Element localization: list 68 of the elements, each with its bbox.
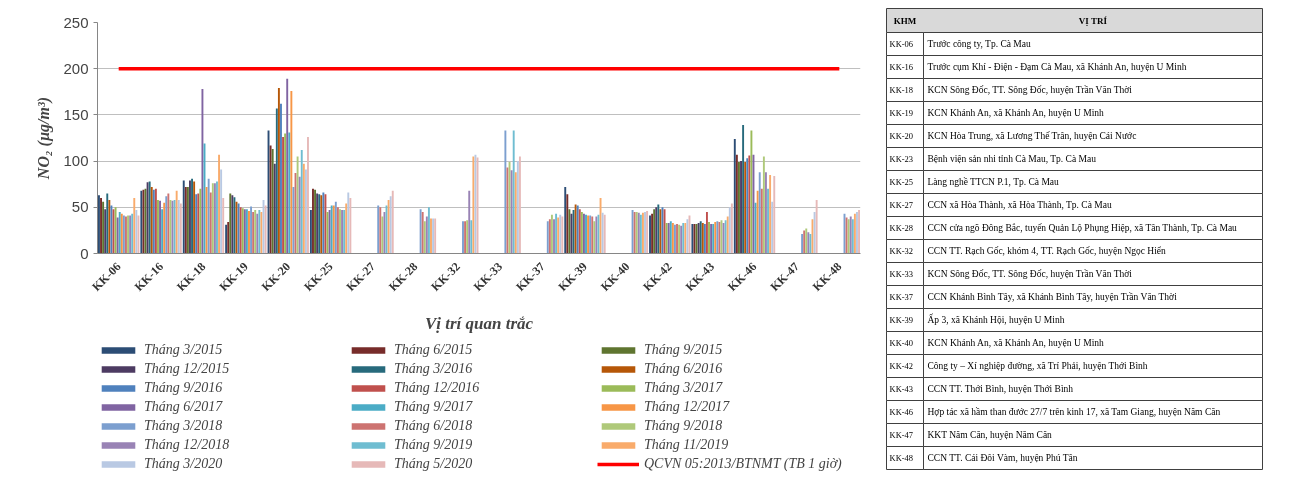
legend-label: Tháng 3/2020 <box>144 454 224 473</box>
category-label: KK-39 <box>889 315 914 325</box>
legend-label: Tháng 3/2017 <box>644 378 724 397</box>
category-label: Công ty – Xí nghiệp đường, xã Trí Phải, huyện Thới Bình <box>927 361 1148 371</box>
category-label: KK-47 <box>889 430 914 440</box>
y-tick-label: 100 <box>63 152 89 170</box>
y-axis-title: NO₂ (µg/m³) <box>35 96 54 181</box>
category-label: KK-46 <box>889 407 914 417</box>
legend-label: Tháng 3/2018 <box>144 416 224 435</box>
category-label: KK-23 <box>889 154 914 164</box>
legend-label: Tháng 3/2016 <box>394 359 474 378</box>
category-label: KK-27 <box>889 200 914 210</box>
category-label: KK-06 <box>889 39 914 49</box>
legend-label: Tháng 12/2015 <box>144 359 231 378</box>
category-label: KHM <box>893 15 917 26</box>
legend-label: Tháng 9/2019 <box>394 435 474 454</box>
category-label: KK-48 <box>889 453 914 463</box>
legend-label: Tháng 5/2020 <box>394 454 474 473</box>
category-label: KK-20 <box>889 131 914 141</box>
category-label: Hợp tác xã hầm than đước 27/7 trên kinh 17, xã Tam Giang, huyện Năm Căn <box>927 407 1221 417</box>
category-label: CCN Khánh Bình Tây, xã Khánh Bình Tây, huyện Trần Văn Thời <box>927 292 1177 302</box>
category-label: CCN cửa ngõ Đông Bắc, tuyến Quản Lộ Phụng Hiệp, xã Tân Thành, Tp. Cà Mau <box>927 223 1237 233</box>
category-label: KK-16 <box>889 62 914 72</box>
category-label: KK-25 <box>889 177 914 187</box>
category-label: Trước cụm Khí - Điện - Đạm Cà Mau, xã Khánh An, huyện U Minh <box>927 62 1187 72</box>
legend-label: Tháng 11/2019 <box>644 435 730 454</box>
category-label: KK-37 <box>889 292 914 302</box>
x-axis-title: Vị trí quan trắc <box>424 313 534 333</box>
legend-label: Tháng 12/2018 <box>144 435 231 454</box>
category-label: KK-19 <box>889 108 914 118</box>
legend-label: Tháng 9/2017 <box>394 397 474 416</box>
category-label: VỊ TRÍ <box>1078 15 1108 26</box>
category-label: KKT Năm Căn, huyện Năm Căn <box>927 430 1052 440</box>
legend-label: Tháng 12/2017 <box>644 397 731 416</box>
category-label: KCN Khánh An, xã Khánh An, huyện U Minh <box>927 108 1104 118</box>
category-label: Trước công ty, Tp. Cà Mau <box>927 39 1031 49</box>
category-label: CCN xã Hòa Thành, xã Hòa Thành, Tp. Cà Mau <box>927 200 1112 210</box>
category-label: Ấp 3, xã Khánh Hội, huyện U Minh <box>927 315 1065 325</box>
legend-label: QCVN 05:2013/BTNMT (TB 1 giờ) <box>644 454 842 473</box>
legend-label: Tháng 9/2015 <box>644 340 724 359</box>
category-label: KCN Hòa Trung, xã Lương Thế Trân, huyện Cái Nước <box>927 131 1137 141</box>
category-label: KCN Sông Đốc, TT. Sông Đốc, huyện Trần Văn Thời <box>927 85 1132 95</box>
category-label: KK-28 <box>889 223 914 233</box>
y-tick-label: 250 <box>63 13 89 31</box>
category-label: KCN Sông Đốc, TT. Sông Đốc, huyện Trần Văn Thời <box>927 269 1132 279</box>
legend-label: Tháng 6/2017 <box>144 397 224 416</box>
legend-label: Tháng 9/2016 <box>144 378 224 397</box>
y-tick-label: 200 <box>63 59 89 77</box>
category-label: KK-40 <box>889 338 914 348</box>
category-label: Làng nghề TTCN P.1, Tp. Cà Mau <box>927 177 1059 187</box>
category-label: Bệnh viện sản nhi tỉnh Cà Mau, Tp. Cà Mau <box>927 154 1096 164</box>
category-label: KK-42 <box>889 361 914 371</box>
y-tick-label: 50 <box>71 198 89 216</box>
legend-label: Tháng 6/2016 <box>644 359 724 378</box>
y-tick-label: 0 <box>80 244 89 262</box>
legend-label: Tháng 6/2015 <box>394 340 474 359</box>
legend-label: Tháng 9/2018 <box>644 416 724 435</box>
legend-label: Tháng 12/2016 <box>394 378 481 397</box>
category-label: CCN TT. Rạch Gốc, khóm 4, TT. Rạch Gốc, huyện Ngọc Hiển <box>927 246 1166 256</box>
legend-label: Tháng 3/2015 <box>144 340 224 359</box>
legend-label: Tháng 6/2018 <box>394 416 474 435</box>
y-tick-label: 150 <box>63 105 89 123</box>
category-label: CCN TT. Cái Đôi Vàm, huyện Phú Tân <box>927 453 1078 463</box>
category-label: KK-32 <box>889 246 914 256</box>
category-label: KCN Khánh An, xã Khánh An, huyện U Minh <box>927 338 1104 348</box>
category-label: CCN TT. Thới Bình, huyện Thới Bình <box>927 384 1074 394</box>
category-label: KK-43 <box>889 384 914 394</box>
category-label: KK-18 <box>889 85 914 95</box>
